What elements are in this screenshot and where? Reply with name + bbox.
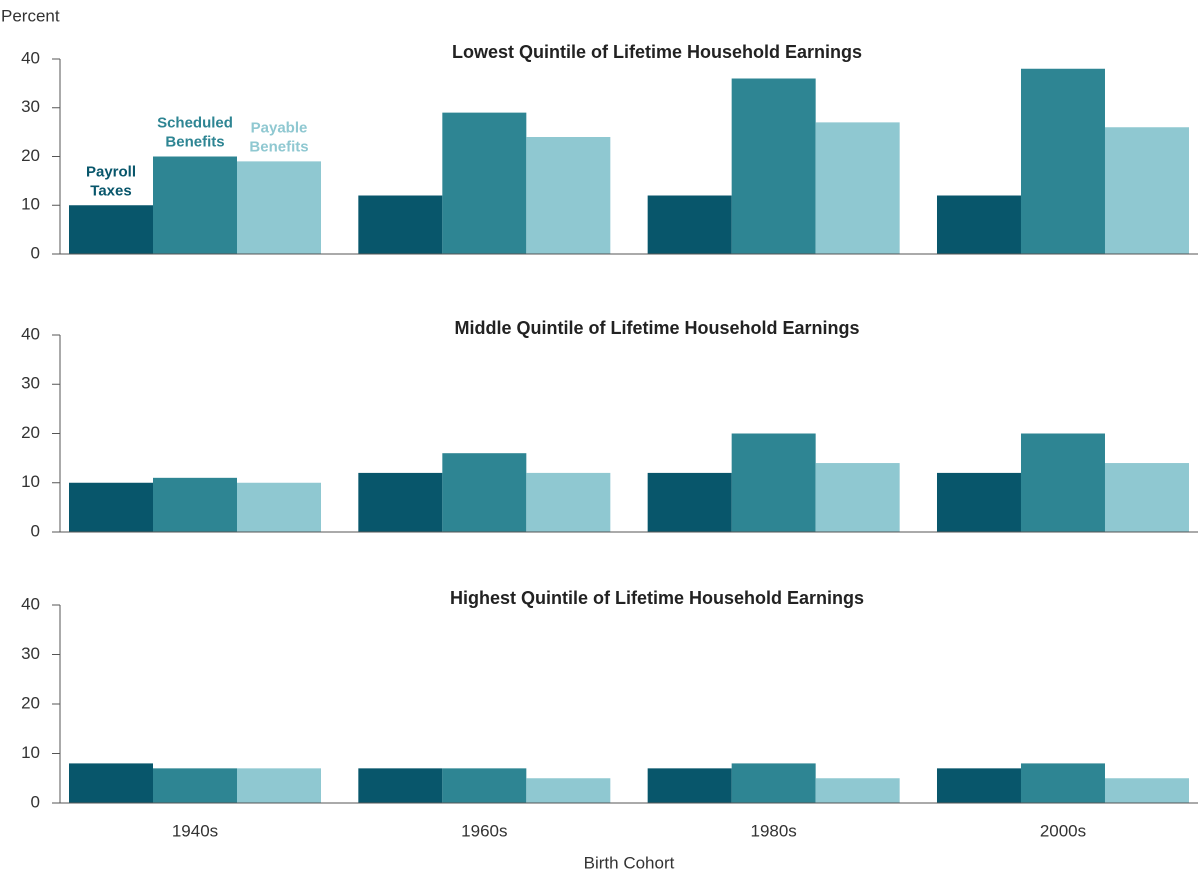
bar [647, 768, 732, 803]
bar [647, 472, 732, 532]
bar [1104, 463, 1189, 532]
bar [69, 763, 153, 803]
bar [237, 768, 321, 803]
y-tick-label: 30 [21, 374, 40, 393]
bar [731, 78, 816, 254]
y-tick-label: 0 [31, 792, 40, 811]
x-tick-label: 1960s [461, 821, 507, 840]
bar [936, 195, 1021, 254]
y-tick-label: 10 [21, 472, 40, 491]
legend-label: Payable Benefits [249, 119, 308, 155]
bar [442, 768, 527, 803]
x-tick-label: 2000s [1040, 821, 1086, 840]
y-tick-label: 20 [21, 146, 40, 165]
bar [237, 482, 321, 532]
bar [442, 112, 527, 254]
bar [815, 122, 900, 254]
x-tick-label: 1940s [172, 821, 218, 840]
bar [358, 768, 443, 803]
bar [815, 463, 900, 532]
bar [69, 482, 153, 532]
bar [1104, 127, 1189, 254]
bar [526, 472, 611, 532]
bar [153, 768, 237, 803]
panel-title: Highest Quintile of Lifetime Household E… [450, 588, 864, 608]
x-axis-label: Birth Cohort [584, 853, 675, 872]
y-tick-label: 10 [21, 743, 40, 762]
bar [358, 195, 443, 254]
bar [731, 433, 816, 532]
bar [936, 768, 1021, 803]
y-tick-label: 40 [21, 48, 40, 67]
bar [647, 195, 732, 254]
y-tick-label: 20 [21, 423, 40, 442]
bar [526, 137, 611, 254]
legend-label: Scheduled Benefits [157, 114, 233, 150]
bar [936, 472, 1021, 532]
y-tick-label: 0 [31, 243, 40, 262]
y-tick-label: 40 [21, 324, 40, 343]
y-tick-label: 30 [21, 644, 40, 663]
bar [442, 453, 527, 532]
bar [69, 205, 153, 254]
bar [358, 472, 443, 532]
y-tick-label: 0 [31, 521, 40, 540]
y-tick-label: 40 [21, 594, 40, 613]
bar [1104, 778, 1189, 803]
legend-label: Payroll Taxes [86, 163, 136, 199]
bar [1020, 763, 1105, 803]
bar [1020, 68, 1105, 254]
bar [526, 778, 611, 803]
panel-title: Lowest Quintile of Lifetime Household Ea… [452, 42, 862, 62]
x-tick-label: 1980s [750, 821, 796, 840]
y-tick-label: 30 [21, 97, 40, 116]
bar [731, 763, 816, 803]
panel-title: Middle Quintile of Lifetime Household Ea… [454, 318, 859, 338]
bar [153, 477, 237, 532]
bar [237, 161, 321, 254]
y-axis-label: Percent [1, 6, 60, 25]
y-tick-label: 10 [21, 195, 40, 214]
bar [1020, 433, 1105, 532]
bar [815, 778, 900, 803]
bar [153, 156, 237, 254]
y-tick-label: 20 [21, 693, 40, 712]
